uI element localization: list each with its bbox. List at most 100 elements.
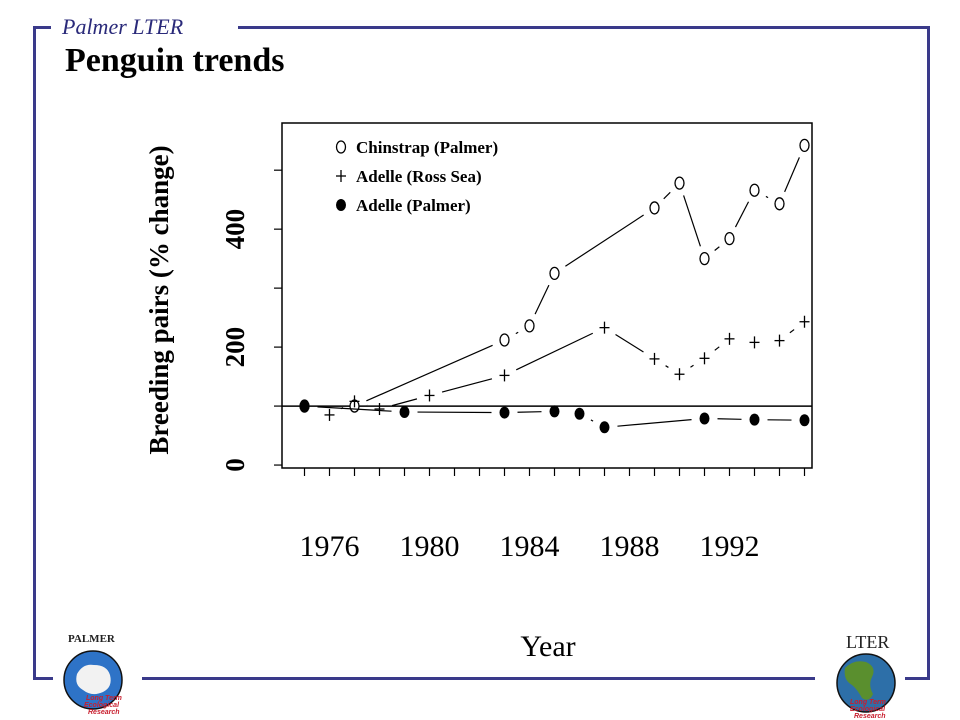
series-1-point-12 xyxy=(799,315,810,328)
series-2-point-1 xyxy=(399,405,410,418)
series-2-segment-0 xyxy=(317,406,392,412)
axis-layer: 1976 1980 1984 1988 1992 0 200 400 xyxy=(220,169,806,563)
series-1-point-10 xyxy=(749,336,760,349)
palmer-logo-ring-text-3: Research xyxy=(88,709,120,716)
series-1-segment-4 xyxy=(515,332,594,371)
series-0-point-10 xyxy=(774,197,785,211)
series-1-point-11 xyxy=(774,334,785,347)
series-2-segment-5 xyxy=(617,419,692,427)
series-layer xyxy=(299,138,810,434)
series-0-segment-9 xyxy=(765,195,769,199)
series-1-point-7 xyxy=(674,368,685,381)
series-2-point-6 xyxy=(699,412,710,425)
series-1-point-1 xyxy=(349,395,360,408)
series-1-point-5 xyxy=(599,321,610,334)
legend-label-adelle-palmer: Adelle (Palmer) xyxy=(356,196,471,215)
series-1-segment-6 xyxy=(665,365,669,368)
series-1 xyxy=(324,315,810,421)
series-0-point-6 xyxy=(674,176,685,190)
lter-logo-ring-text-3: Research xyxy=(854,713,886,720)
frame-left xyxy=(33,26,36,680)
series-2-point-0 xyxy=(299,400,310,413)
series-0-segment-4 xyxy=(565,214,644,267)
y-tick-label-200: 200 xyxy=(220,327,250,368)
page-title: Penguin trends xyxy=(65,42,285,79)
series-0-point-11 xyxy=(799,138,810,153)
legend-marker-0 xyxy=(335,140,347,154)
x-tick-label-1980: 1980 xyxy=(400,530,460,563)
legend: Chinstrap (Palmer) Adelle (Ross Sea) Ade… xyxy=(335,138,498,215)
legend-marker-2 xyxy=(336,199,346,211)
x-tick-label-1988: 1988 xyxy=(600,530,660,563)
series-2-point-2 xyxy=(499,406,510,419)
series-1-point-8 xyxy=(699,352,710,365)
series-0-segment-2 xyxy=(515,331,519,335)
frame-top-left xyxy=(33,26,51,29)
palmer-lter-logo: Long Term Ecological Research xyxy=(63,650,123,716)
series-1-segment-11 xyxy=(789,329,795,334)
organization-label: Palmer LTER xyxy=(62,14,184,39)
series-0-point-7 xyxy=(699,251,710,266)
x-tick-label-1992: 1992 xyxy=(700,530,760,563)
series-2-segment-6 xyxy=(717,418,742,420)
series-1-segment-2 xyxy=(391,398,418,407)
series-2-segment-2 xyxy=(517,411,542,413)
frame-right xyxy=(927,26,930,680)
lter-globe-logo: Long Term Ecological Research xyxy=(836,653,896,720)
series-2-point-4 xyxy=(574,407,585,420)
palmer-logo-caption: PALMER xyxy=(68,633,115,645)
series-1-point-3 xyxy=(424,389,435,402)
frame-bottom xyxy=(142,677,815,680)
series-1-point-4 xyxy=(499,369,510,382)
series-2-point-8 xyxy=(799,414,810,427)
series-1-segment-8 xyxy=(714,346,720,351)
series-0-segment-10 xyxy=(784,157,800,193)
continent-shape xyxy=(844,661,874,700)
series-2-point-5 xyxy=(599,421,610,434)
series-0-segment-8 xyxy=(734,201,750,228)
lter-logo-ring-text-2: Ecological xyxy=(850,706,886,713)
palmer-logo-ring-text: Long Term xyxy=(86,695,122,702)
series-0-point-9 xyxy=(749,183,760,197)
series-1-point-2 xyxy=(374,403,385,416)
series-1-segment-7 xyxy=(690,364,694,368)
series-2 xyxy=(299,400,810,434)
frame-bottom-left xyxy=(33,677,53,680)
legend-label-chinstrap: Chinstrap (Palmer) xyxy=(356,138,498,157)
series-0-point-5 xyxy=(649,201,660,215)
series-1-segment-5 xyxy=(615,334,644,353)
y-axis-label: Breeding pairs (% change) xyxy=(144,145,174,454)
series-0-point-2 xyxy=(499,333,510,347)
frame-bottom-right xyxy=(905,677,930,680)
series-0-segment-5 xyxy=(663,191,671,200)
series-1-segment-3 xyxy=(441,378,493,393)
series-0-segment-3 xyxy=(534,284,550,315)
lter-logo-ring-text: Long Term xyxy=(850,699,886,706)
frame-top-right xyxy=(238,26,930,29)
x-tick-label-1976: 1976 xyxy=(300,530,360,563)
series-0-segment-1 xyxy=(366,344,493,402)
y-tick-label-0: 0 xyxy=(220,458,250,472)
series-1-point-0 xyxy=(324,408,335,421)
x-axis-label: Year xyxy=(520,630,575,663)
legend-markers xyxy=(335,140,347,211)
series-0-segment-6 xyxy=(683,195,701,247)
series-0-point-4 xyxy=(549,266,560,281)
plot-area-border xyxy=(281,122,813,469)
legend-label-adelle-ross: Adelle (Ross Sea) xyxy=(356,167,482,186)
series-0 xyxy=(299,138,810,413)
series-2-point-7 xyxy=(749,413,760,426)
x-tick-label-1984: 1984 xyxy=(500,530,560,563)
series-0-point-3 xyxy=(524,319,535,333)
series-1-point-6 xyxy=(649,352,660,365)
series-1-point-9 xyxy=(724,332,735,345)
legend-marker-1 xyxy=(336,170,346,182)
antarctica-shape xyxy=(76,664,111,695)
lter-logo-caption: LTER xyxy=(846,632,890,652)
series-0-segment-7 xyxy=(714,246,720,251)
y-tick-label-400: 400 xyxy=(220,209,250,250)
series-2-point-3 xyxy=(549,405,560,418)
series-0-point-8 xyxy=(724,231,735,246)
palmer-logo-ring-text-2: Ecological xyxy=(84,702,120,709)
